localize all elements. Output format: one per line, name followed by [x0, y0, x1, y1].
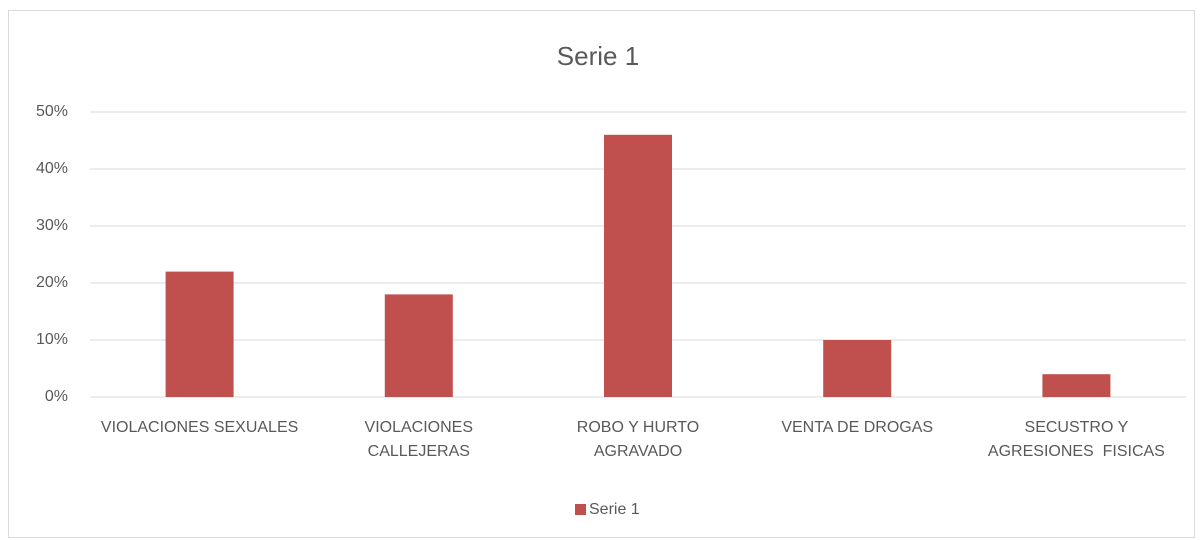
bar — [1042, 374, 1111, 397]
y-tick-label: 50% — [35, 103, 68, 120]
bar — [384, 294, 453, 397]
y-tick-label: 10% — [35, 331, 68, 348]
x-tick-label: VIOLACIONES SEXUALES — [100, 419, 299, 436]
x-tick-label: VENTA DE DROGAS — [781, 419, 934, 436]
bar — [823, 340, 892, 397]
bar — [604, 134, 672, 398]
chart-title: Serie 1 — [557, 41, 639, 71]
x-tick-label: SECUSTRO Y AGRESIONES FISICAS — [987, 419, 1165, 460]
legend-label: Serie 1 — [589, 501, 640, 518]
legend-swatch — [575, 504, 586, 515]
y-tick-label: 20% — [35, 274, 68, 291]
y-tick-label: 0% — [44, 388, 68, 405]
x-tick-label: VIOLACIONES CALLEJERAS — [364, 419, 478, 460]
y-tick-label: 30% — [35, 217, 68, 234]
bar — [165, 271, 234, 397]
y-tick-label: 40% — [35, 160, 68, 177]
x-tick-label: ROBO Y HURTO AGRAVADO — [576, 419, 703, 460]
